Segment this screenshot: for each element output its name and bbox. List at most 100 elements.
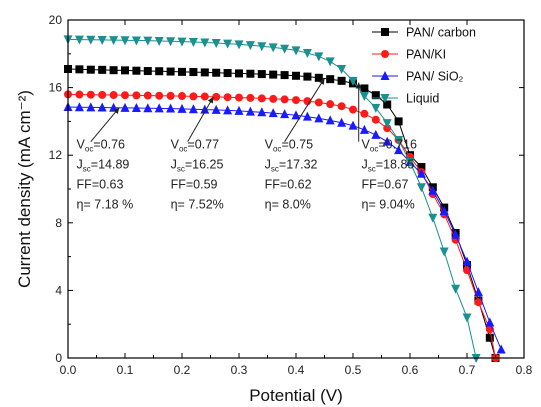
legend-label: PAN/ SiO₂ — [406, 70, 464, 84]
data-point — [155, 67, 164, 76]
legend-label: PAN/ carbon — [406, 26, 476, 40]
data-point — [359, 92, 369, 102]
data-point — [109, 91, 118, 100]
y-tick-label: 4 — [55, 283, 62, 297]
x-tick-label: 0.4 — [288, 363, 305, 377]
data-point — [154, 36, 164, 46]
x-tick-label: 0.5 — [345, 363, 362, 377]
legend-entry-2: PAN/KI — [372, 48, 446, 62]
data-point — [337, 102, 346, 111]
data-point — [188, 37, 198, 47]
legend-entry-1: PAN/ carbon — [372, 26, 476, 40]
annotation-line: Jsc=17.32 — [265, 157, 318, 173]
data-point — [189, 92, 198, 101]
data-point — [371, 129, 381, 139]
data-point — [234, 105, 244, 115]
x-axis-title: Potential (V) — [249, 386, 343, 405]
data-point — [109, 66, 118, 75]
data-point — [245, 41, 255, 51]
data-point — [462, 313, 472, 323]
annotation-line: FF=0.62 — [265, 177, 312, 191]
data-point — [74, 102, 84, 112]
data-point — [86, 35, 96, 45]
data-point — [473, 287, 483, 297]
data-point — [439, 205, 449, 215]
data-point — [75, 90, 84, 99]
data-point — [143, 36, 153, 46]
data-point — [337, 65, 347, 75]
data-point — [223, 39, 233, 49]
data-point — [74, 35, 84, 45]
data-point — [382, 119, 392, 129]
series-4 — [63, 35, 481, 363]
axes: 0.0 0.1 0.2 0.3 0.4 0.5 0.6 0.7 0.8 0 4 8 12 16 20 — [49, 13, 533, 377]
series-line — [67, 93, 496, 359]
annotation-4: Voc=0.716 Jsc=18.85 FF=0.67 η= 9.04% — [355, 82, 417, 211]
data-point — [246, 69, 255, 78]
data-point — [245, 106, 255, 116]
data-point — [131, 36, 141, 46]
data-point — [314, 98, 323, 107]
y-tick-label: 16 — [49, 81, 63, 95]
data-point — [200, 92, 209, 101]
data-point — [211, 38, 221, 48]
data-point — [98, 65, 107, 74]
data-point — [416, 168, 426, 178]
data-point — [382, 136, 392, 146]
annotation-line: η= 9.04% — [362, 197, 415, 211]
data-point — [86, 65, 95, 74]
annotation-line: Jsc=16.25 — [171, 157, 224, 173]
annotation-arrow — [187, 96, 214, 142]
x-tick-label: 0.6 — [402, 363, 419, 377]
data-point — [451, 229, 461, 239]
data-point — [211, 104, 221, 114]
data-point — [166, 67, 175, 76]
data-point — [326, 75, 335, 84]
data-point — [326, 100, 335, 109]
series-3 — [63, 102, 506, 354]
data-point — [485, 317, 495, 327]
data-point — [75, 65, 84, 74]
data-point — [348, 76, 358, 86]
legend: PAN/ carbon PAN/KI PAN/ SiO₂ Liquid — [372, 26, 476, 106]
data-point — [257, 42, 267, 52]
annotation-line: η= 8.0% — [265, 197, 311, 211]
data-point — [280, 95, 289, 104]
data-point — [280, 44, 290, 54]
data-point — [121, 66, 129, 75]
annotation-line: η= 7.18 % — [77, 197, 134, 211]
data-point — [302, 48, 312, 58]
data-point — [166, 37, 176, 47]
data-point — [223, 105, 233, 115]
data-point — [269, 70, 278, 79]
data-point — [143, 91, 152, 100]
annotation-1: Voc=0.76 Jsc=14.89 FF=0.63 η= 7.18 % — [77, 107, 134, 211]
data-point — [371, 103, 381, 113]
data-point — [394, 145, 404, 155]
data-point — [417, 163, 426, 172]
data-point — [223, 69, 232, 78]
data-point — [223, 93, 232, 102]
y-tick-label: 20 — [49, 13, 63, 27]
data-point — [132, 91, 141, 100]
data-point — [120, 102, 130, 112]
data-point — [97, 35, 107, 45]
data-point — [314, 113, 324, 123]
data-point — [200, 38, 210, 48]
y-tick-label: 8 — [55, 216, 62, 230]
data-point — [496, 344, 506, 354]
x-tick-label: 0.2 — [174, 363, 191, 377]
y-tick-label: 0 — [55, 351, 62, 365]
data-point — [325, 57, 335, 67]
data-point — [177, 103, 187, 113]
data-point — [268, 108, 278, 118]
data-point — [120, 36, 130, 46]
annotation-line: Voc=0.77 — [171, 137, 219, 153]
data-point — [131, 103, 141, 113]
data-point — [474, 298, 483, 307]
data-point — [394, 135, 404, 145]
data-point — [86, 102, 96, 112]
annotation-arrow — [90, 107, 120, 143]
